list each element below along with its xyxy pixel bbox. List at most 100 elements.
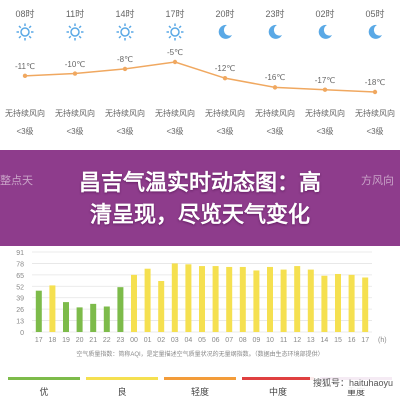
temperature-point-3 (172, 59, 178, 65)
forecast-time: 08时 (15, 9, 35, 19)
temperature-polyline (24, 61, 376, 93)
x-tick-label: 10 (266, 337, 274, 344)
x-tick-label: 00 (130, 337, 138, 344)
forecast-temperature: -8℃ (116, 54, 134, 64)
temperature-trend-line (22, 59, 378, 95)
x-tick-label: 12 (293, 337, 301, 344)
x-tick-label: 19 (62, 337, 70, 344)
banner-background-text-right: 方风向 (361, 175, 394, 187)
aqi-bar-15 (239, 266, 246, 332)
aqi-bar-10 (171, 263, 178, 332)
forecast-hour-6: 02时 -17℃ 无持续风向 <3级 (300, 0, 350, 150)
legend-label: 重度 (346, 387, 365, 397)
forecast-hour-5: 23时 -16℃ 无持续风向 <3级 (250, 0, 300, 150)
forecast-hour-1: 11时 -10℃ 无持续风向 <3级 (50, 0, 100, 150)
forecast-wind-level: <3级 (66, 127, 84, 136)
forecast-wind-level: <3级 (316, 127, 334, 136)
x-tick-label: 09 (253, 337, 261, 344)
sun-icon (116, 23, 134, 41)
forecast-time: 05时 (365, 9, 385, 19)
forecast-wind-level: <3级 (16, 127, 34, 136)
forecast-hour-2: 14时 -8℃ 无持续风向 <3级 (100, 0, 150, 150)
forecast-time: 20时 (215, 9, 235, 19)
forecast-temperature: -16℃ (264, 73, 286, 83)
x-tick-label: 22 (103, 337, 111, 344)
aqi-bar-24 (362, 277, 369, 332)
temperature-point-1 (72, 71, 78, 76)
forecast-wind-direction: 无持续风向 (105, 109, 145, 118)
temperature-point-6 (322, 87, 328, 92)
temperature-point-0 (22, 73, 28, 79)
forecast-wind-direction: 无持续风向 (305, 109, 345, 118)
forecast-temperature: -11℃ (15, 61, 35, 71)
legend-color-bar (8, 377, 80, 380)
moon-icon (268, 24, 282, 39)
aqi-bar-13 (212, 266, 219, 332)
x-tick-label: 17 (361, 337, 369, 344)
sun-icon (66, 23, 84, 41)
aqi-bar-1 (49, 285, 56, 332)
aqi-bar-2 (63, 302, 69, 332)
x-tick-label: 03 (171, 337, 179, 344)
aqi-bar-11 (185, 264, 192, 332)
forecast-hour-4: 20时 -12℃ 无持续风向 <3级 (200, 0, 250, 150)
legend-item-1: 良 (86, 377, 158, 398)
y-tick-label: 78 (16, 261, 24, 268)
legend-label: 优 (39, 387, 49, 397)
forecast-temperature: -12℃ (214, 64, 236, 74)
y-tick-label: 91 (16, 250, 24, 257)
x-tick-label: 08 (239, 337, 247, 344)
legend-item-3: 中度 (242, 377, 314, 398)
forecast-wind-level: <3级 (266, 127, 284, 136)
y-tick-label: 65 (16, 273, 24, 280)
legend-color-bar (242, 377, 314, 380)
title-banner: 整点天 方风向 昌吉气温实时动态图：高 清呈现，尽览天气变化 (0, 150, 400, 246)
temperature-point-2 (122, 66, 128, 72)
aqi-bar-5 (103, 306, 110, 332)
sun-icon (16, 23, 34, 41)
watermark: 搜狐号：haituhaoyu (309, 375, 396, 390)
legend-label: 良 (117, 387, 127, 397)
forecast-temperature: -18℃ (364, 78, 386, 87)
hourly-forecast: 08时 -11℃ 无持续风向 <3级 11时 -10℃ 无持续风向 <3级 14时 -8℃ 无持续风… (0, 0, 400, 150)
headline: 昌吉气温实时动态图：高 清呈现，尽览天气变化 (0, 168, 400, 232)
aqi-bar-6 (117, 287, 124, 332)
forecast-wind-direction: 无持续风向 (255, 109, 295, 118)
aqi-bar-19 (294, 266, 301, 332)
aqi-bar-16 (253, 270, 260, 332)
forecast-time: 02时 (315, 9, 335, 19)
legend-label: 中度 (268, 387, 287, 397)
aqi-bar-chart: 91 78 65 52 39 26 13 0 17 18 19 20 21 22 23 00 01 02 03 04 0… (16, 250, 386, 344)
aqi-bar-9 (158, 281, 165, 332)
forecast-hour-0: 08时 -11℃ 无持续风向 <3级 (0, 0, 50, 150)
aqi-bar-0 (35, 290, 42, 332)
aqi-bar-3 (76, 307, 83, 332)
aqi-caption: 空气质量指数：简称AQI，是定量描述空气质量状况的无量纲指数。（数据由生态环境部… (76, 352, 324, 358)
y-tick-label: 52 (16, 284, 24, 291)
aqi-bar-14 (226, 266, 233, 332)
x-tick-label: 20 (76, 337, 84, 344)
x-tick-label: 07 (225, 337, 233, 344)
x-tick-label: 17 (35, 337, 43, 344)
aqi-bar-12 (199, 266, 205, 332)
y-tick-label: 13 (16, 319, 24, 326)
x-tick-label: 23 (117, 337, 125, 344)
headline-line-1: 昌吉气温实时动态图：高 (78, 171, 321, 196)
x-tick-label: 11 (280, 337, 287, 344)
forecast-wind-direction: 无持续风向 (355, 109, 395, 118)
forecast-wind-direction: 无持续风向 (55, 109, 95, 118)
headline-line-2: 清呈现，尽览天气变化 (89, 203, 310, 228)
forecast-wind-direction: 无持续风向 (205, 109, 245, 118)
banner-background-text-left: 整点天 (0, 175, 33, 187)
sun-icon (166, 23, 184, 41)
x-tick-label: 05 (198, 337, 206, 344)
aqi-bar-7 (131, 274, 137, 332)
y-tick-label: 0 (20, 330, 24, 337)
legend-item-0: 优 (8, 377, 80, 398)
forecast-wind-level: <3级 (366, 127, 384, 136)
forecast-time: 14时 (115, 9, 135, 19)
x-tick-label: 18 (49, 337, 57, 344)
x-tick-label: 21 (89, 337, 97, 344)
temperature-point-7 (372, 89, 378, 95)
moon-icon (368, 24, 382, 39)
